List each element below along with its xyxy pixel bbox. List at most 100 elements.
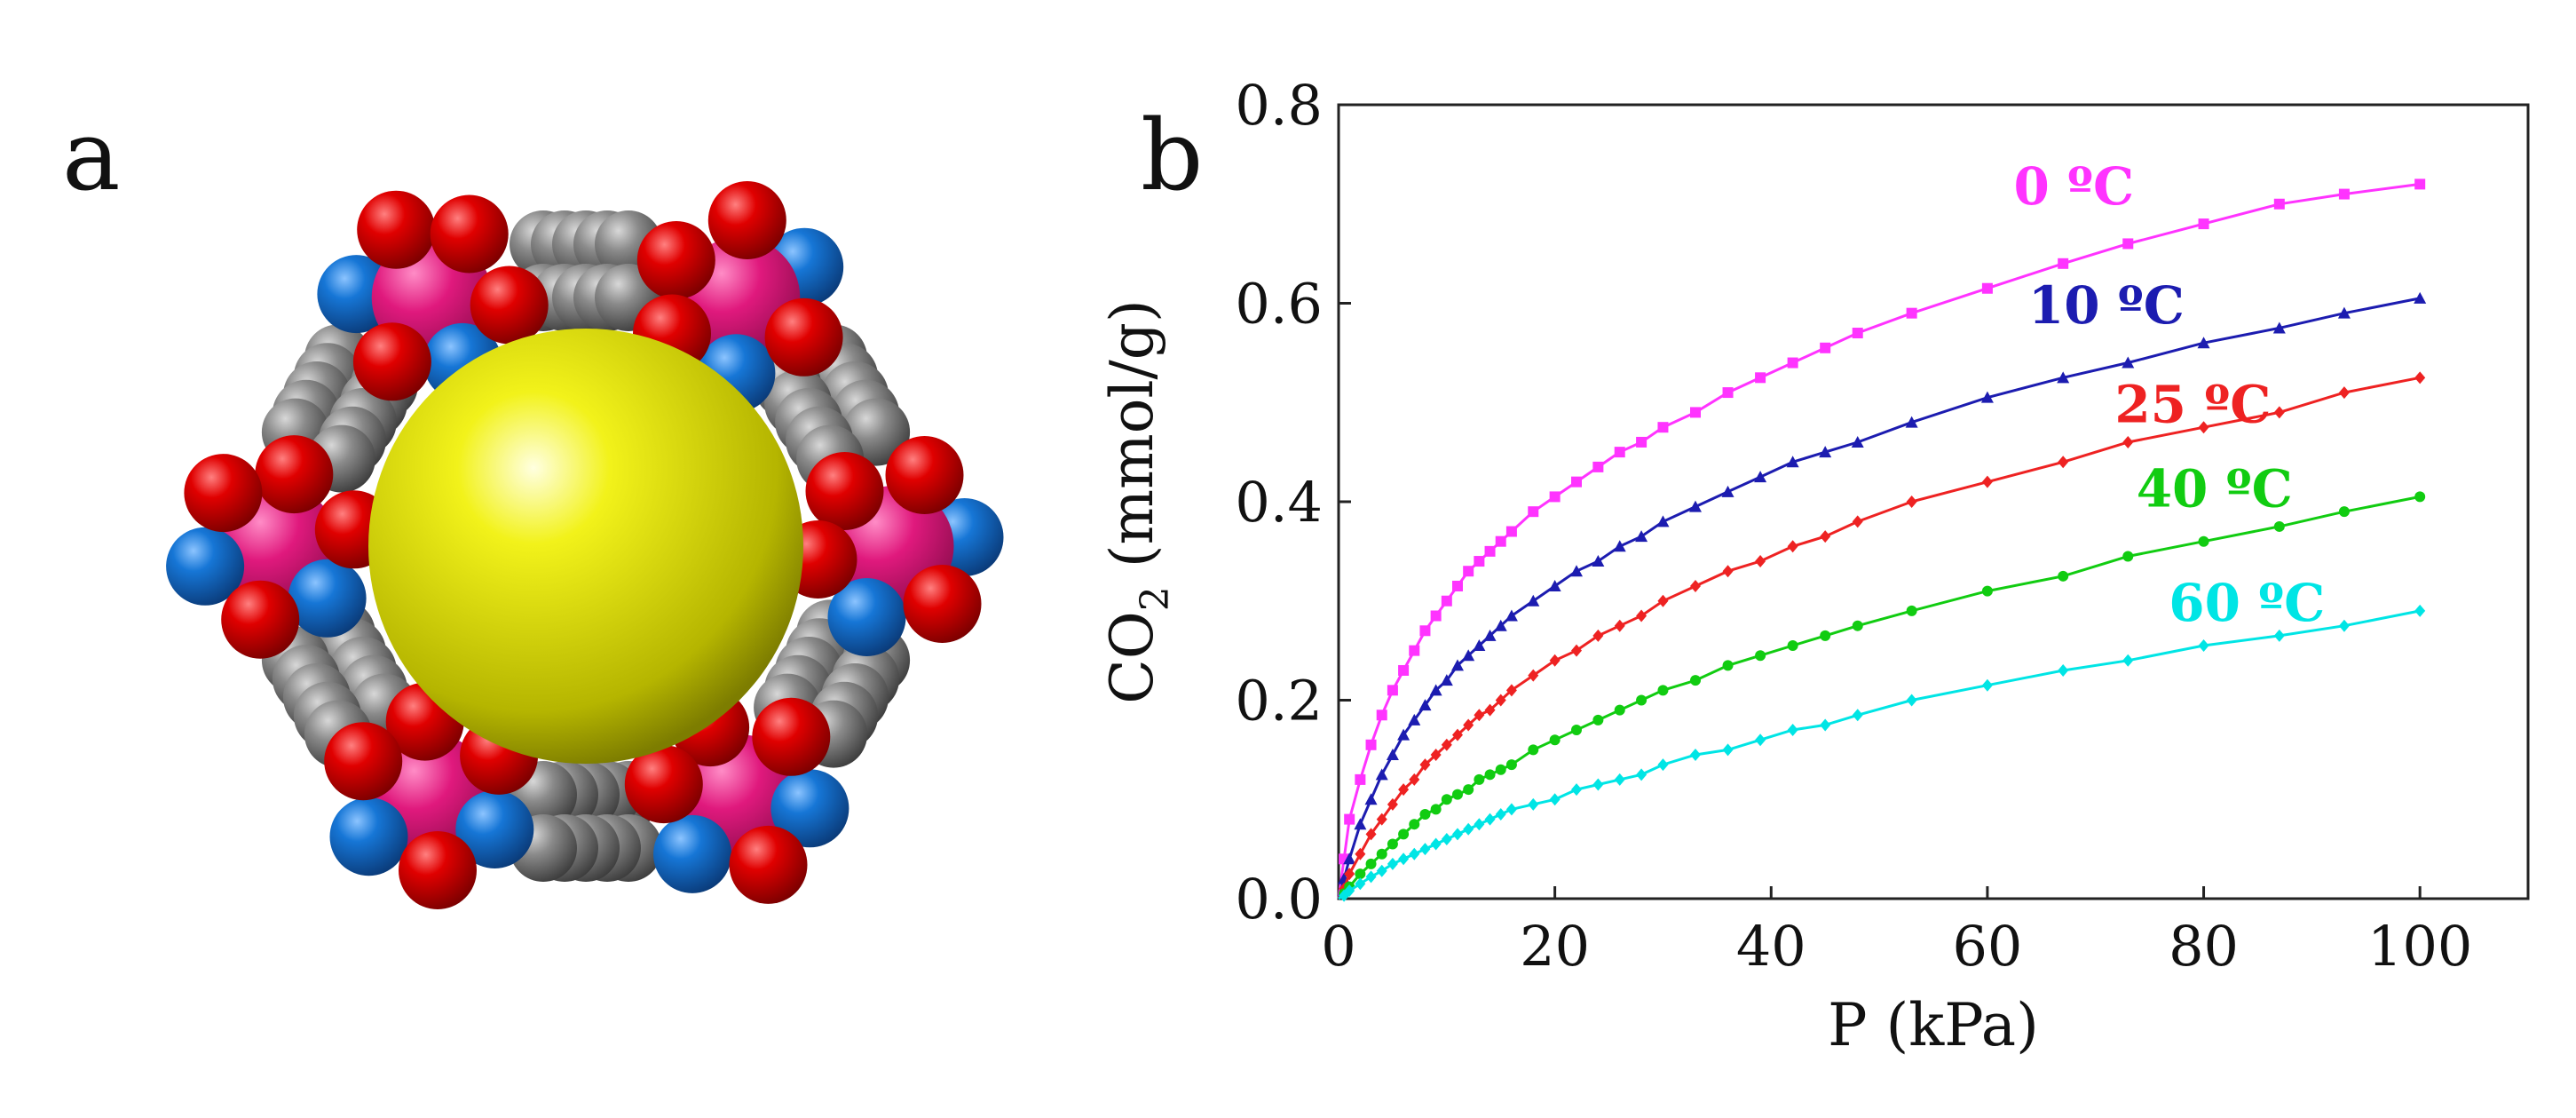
- data-point: [1851, 435, 1864, 448]
- data-point: [1484, 769, 1496, 781]
- data-point: [1657, 422, 1669, 433]
- data-point: [2198, 218, 2209, 230]
- data-point: [1505, 759, 1517, 771]
- data-point: [1820, 342, 1831, 353]
- data-point: [1355, 877, 1366, 891]
- data-point: [1484, 813, 1496, 826]
- panel-label-a: a: [62, 99, 121, 212]
- data-point: [1409, 645, 1420, 656]
- data-point: [1495, 694, 1506, 707]
- data-point: [1657, 685, 1669, 696]
- data-point: [1441, 832, 1452, 845]
- data-point: [1571, 783, 1582, 797]
- data-point: [2414, 491, 2426, 503]
- data-point: [1905, 416, 1918, 428]
- data-point: [1592, 714, 1604, 726]
- nitrogen-atom: [288, 559, 367, 638]
- data-point: [1636, 609, 1648, 622]
- data-point: [1484, 545, 1496, 557]
- oxygen-atom: [636, 221, 715, 299]
- data-point: [1365, 739, 1377, 750]
- data-point: [1528, 506, 1539, 518]
- data-point: [2058, 456, 2069, 469]
- data-point: [1820, 530, 1831, 543]
- data-point: [1344, 868, 1355, 881]
- data-point: [2338, 619, 2350, 632]
- data-point: [2273, 198, 2285, 210]
- data-point: [1365, 870, 1377, 884]
- oxygen-atom: [430, 194, 509, 274]
- data-point: [1906, 307, 1917, 319]
- data-point: [1398, 852, 1410, 866]
- data-point: [1355, 868, 1366, 880]
- data-point: [1376, 813, 1387, 826]
- y-tick-label: 0.0: [1235, 867, 1323, 932]
- data-point: [1755, 650, 1766, 662]
- data-point: [1656, 515, 1670, 527]
- x-axis-title: P (kPa): [1828, 991, 2039, 1059]
- data-point: [1528, 669, 1539, 682]
- data-point: [1527, 594, 1540, 607]
- series-label: 10 ºC: [2028, 275, 2185, 336]
- data-point: [1549, 491, 1561, 503]
- data-point: [2338, 506, 2350, 518]
- data-point: [2058, 663, 2069, 677]
- data-point: [1440, 674, 1453, 686]
- series-1: 0 ºC: [1337, 156, 2426, 900]
- data-point: [1636, 694, 1648, 706]
- data-point: [1787, 540, 1798, 553]
- data-point: [1571, 725, 1582, 736]
- oxygen-atom: [357, 190, 436, 269]
- data-point: [1474, 818, 1485, 831]
- data-point: [1452, 828, 1463, 841]
- data-point: [1592, 629, 1604, 642]
- data-point: [2198, 421, 2209, 434]
- data-point: [1906, 496, 1917, 508]
- data-point: [1463, 718, 1474, 732]
- data-point: [1474, 709, 1485, 722]
- data-point: [1409, 819, 1420, 830]
- molecular-structure-illustration: [166, 181, 1004, 909]
- data-point: [1474, 556, 1485, 567]
- data-point: [1528, 744, 1539, 756]
- data-point: [1755, 372, 1766, 384]
- y-axis-title: CO2 (mmol/g): [1098, 299, 1178, 704]
- data-point: [1614, 773, 1625, 786]
- data-point: [1441, 595, 1452, 607]
- data-point: [1463, 822, 1474, 836]
- oxygen-atom: [255, 435, 334, 514]
- data-point: [1430, 748, 1442, 761]
- series-line: [1338, 609, 2421, 900]
- data-point: [1452, 728, 1463, 741]
- data-point: [1418, 699, 1432, 711]
- data-point: [1409, 847, 1420, 860]
- oxygen-atom: [399, 831, 477, 909]
- data-point: [1462, 649, 1475, 662]
- data-point: [1722, 743, 1734, 757]
- data-point: [1398, 829, 1410, 840]
- data-point: [1528, 797, 1539, 811]
- data-point: [1408, 713, 1421, 726]
- data-point: [1387, 685, 1398, 696]
- data-point: [1505, 526, 1517, 537]
- oxygen-atom: [324, 722, 403, 801]
- data-point: [1495, 535, 1506, 547]
- data-point: [1548, 579, 1561, 591]
- data-point: [1786, 456, 1799, 468]
- central-cage-sphere: [368, 329, 803, 764]
- data-point: [1721, 485, 1734, 497]
- x-tick-label: 100: [2367, 914, 2472, 979]
- data-point: [2198, 639, 2209, 653]
- data-point: [1409, 773, 1420, 786]
- data-point: [2198, 535, 2209, 547]
- oxygen-atom: [805, 452, 884, 530]
- data-point: [1754, 471, 1767, 483]
- y-tick-label: 0.8: [1235, 73, 1323, 138]
- plot-frame: [1337, 103, 2530, 900]
- data-point: [1690, 675, 1701, 686]
- series-3: 25 ºC: [1337, 371, 2426, 900]
- y-tick-label: 0.4: [1235, 470, 1323, 535]
- nitrogen-atom: [455, 790, 534, 868]
- data-point: [1505, 803, 1517, 816]
- data-point: [1613, 540, 1626, 552]
